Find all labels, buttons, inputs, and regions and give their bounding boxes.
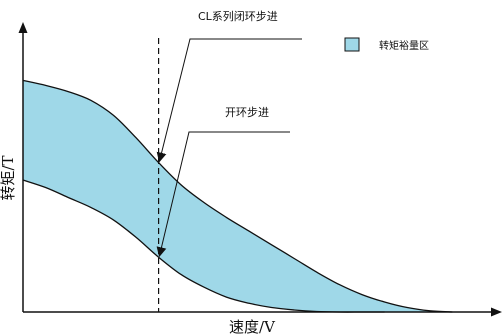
annotation-closed-loop-leader <box>156 38 302 163</box>
annotation-open-loop-leader <box>156 131 290 258</box>
annotation-closed-loop-label: CL系列闭环步进 <box>198 9 278 23</box>
legend: 转矩裕量区 <box>344 37 429 52</box>
x-axis-arrow <box>491 307 502 317</box>
y-axis-label: 转矩/T <box>0 155 17 200</box>
y-axis-arrow <box>18 22 28 33</box>
legend-label: 转矩裕量区 <box>379 39 429 52</box>
annotation-open-loop: 开环步进 <box>156 106 290 258</box>
x-axis-label: 速度/V <box>229 318 276 336</box>
legend-swatch <box>344 37 360 52</box>
annotation-closed-loop: CL系列闭环步进 <box>156 9 302 163</box>
torque-margin-band <box>23 80 453 313</box>
closed-loop-torque-curve <box>22 79 453 313</box>
annotation-open-loop-label: 开环步进 <box>225 106 269 119</box>
